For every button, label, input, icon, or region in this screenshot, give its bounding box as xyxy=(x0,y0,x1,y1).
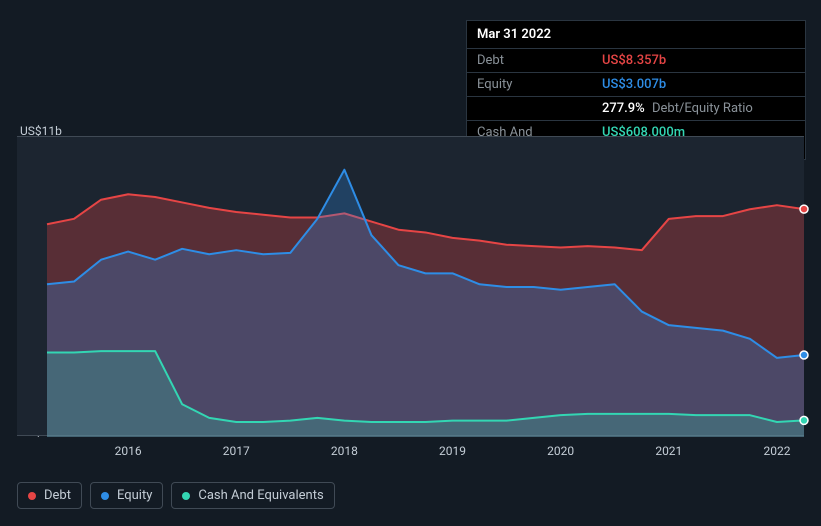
legend-label: Equity xyxy=(117,488,152,503)
tooltip-value: US$8.357b xyxy=(602,53,666,68)
legend-item[interactable]: Cash And Equivalents xyxy=(171,482,334,509)
tooltip-value: US$3.007b xyxy=(602,77,666,92)
legend-item[interactable]: Equity xyxy=(90,482,163,509)
x-tick: 2021 xyxy=(655,444,682,458)
tooltip-row: 277.9% Debt/Equity Ratio xyxy=(467,97,805,121)
tooltip-label: Debt xyxy=(477,53,602,68)
chart-plot[interactable] xyxy=(47,137,804,437)
x-tick: 2020 xyxy=(547,444,574,458)
series-end-marker xyxy=(800,351,808,359)
tooltip-row: EquityUS$3.007b xyxy=(467,73,805,97)
legend-item[interactable]: Debt xyxy=(17,482,82,509)
tooltip-sublabel: Debt/Equity Ratio xyxy=(649,101,753,116)
tooltip-label xyxy=(477,101,602,116)
legend-dot-icon xyxy=(182,492,190,500)
chart-container: Mar 31 2022 DebtUS$8.357bEquityUS$3.007b… xyxy=(0,0,821,526)
series-end-marker xyxy=(800,416,808,424)
tooltip-label: Equity xyxy=(477,77,602,92)
x-tick: 2019 xyxy=(439,444,466,458)
tooltip-row: DebtUS$8.357b xyxy=(467,49,805,73)
series-end-marker xyxy=(800,205,808,213)
legend-label: Debt xyxy=(44,488,71,503)
legend: Debt Equity Cash And Equivalents xyxy=(17,482,335,509)
x-tick: 2022 xyxy=(763,444,790,458)
chart-area xyxy=(17,136,804,436)
legend-dot-icon xyxy=(28,492,36,500)
legend-dot-icon xyxy=(101,492,109,500)
legend-label: Cash And Equivalents xyxy=(198,488,323,503)
x-tick: 2018 xyxy=(331,444,358,458)
tooltip-date: Mar 31 2022 xyxy=(467,21,805,49)
x-tick: 2017 xyxy=(223,444,250,458)
tooltip-value: 277.9% Debt/Equity Ratio xyxy=(602,101,753,116)
x-tick: 2016 xyxy=(115,444,142,458)
